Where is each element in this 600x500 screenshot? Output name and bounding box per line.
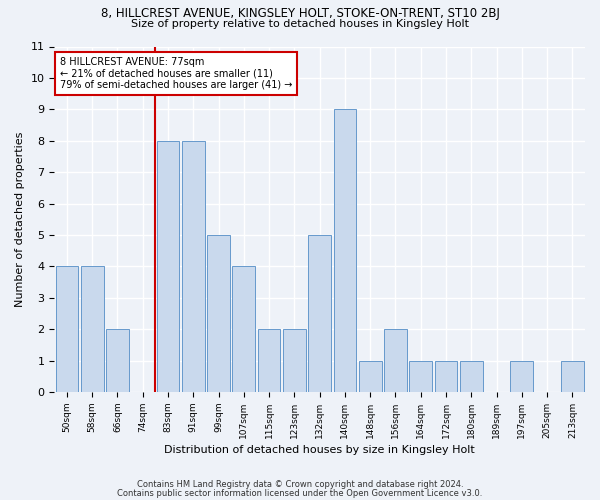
Y-axis label: Number of detached properties: Number of detached properties [15, 132, 25, 307]
Bar [283, 329, 306, 392]
Bar [409, 360, 432, 392]
X-axis label: Distribution of detached houses by size in Kingsley Holt: Distribution of detached houses by size … [164, 445, 475, 455]
Bar [334, 110, 356, 392]
Bar [207, 235, 230, 392]
Bar [81, 266, 104, 392]
Bar [182, 140, 205, 392]
Bar [258, 329, 280, 392]
Bar [384, 329, 407, 392]
Bar [232, 266, 255, 392]
Text: 8, HILLCREST AVENUE, KINGSLEY HOLT, STOKE-ON-TRENT, ST10 2BJ: 8, HILLCREST AVENUE, KINGSLEY HOLT, STOK… [101, 8, 499, 20]
Text: Contains HM Land Registry data © Crown copyright and database right 2024.: Contains HM Land Registry data © Crown c… [137, 480, 463, 489]
Bar [434, 360, 457, 392]
Bar [56, 266, 78, 392]
Bar [359, 360, 382, 392]
Text: Contains public sector information licensed under the Open Government Licence v3: Contains public sector information licen… [118, 489, 482, 498]
Text: Size of property relative to detached houses in Kingsley Holt: Size of property relative to detached ho… [131, 19, 469, 29]
Bar [106, 329, 129, 392]
Bar [157, 140, 179, 392]
Bar [511, 360, 533, 392]
Text: 8 HILLCREST AVENUE: 77sqm
← 21% of detached houses are smaller (11)
79% of semi-: 8 HILLCREST AVENUE: 77sqm ← 21% of detac… [59, 57, 292, 90]
Bar [561, 360, 584, 392]
Bar [308, 235, 331, 392]
Bar [460, 360, 482, 392]
